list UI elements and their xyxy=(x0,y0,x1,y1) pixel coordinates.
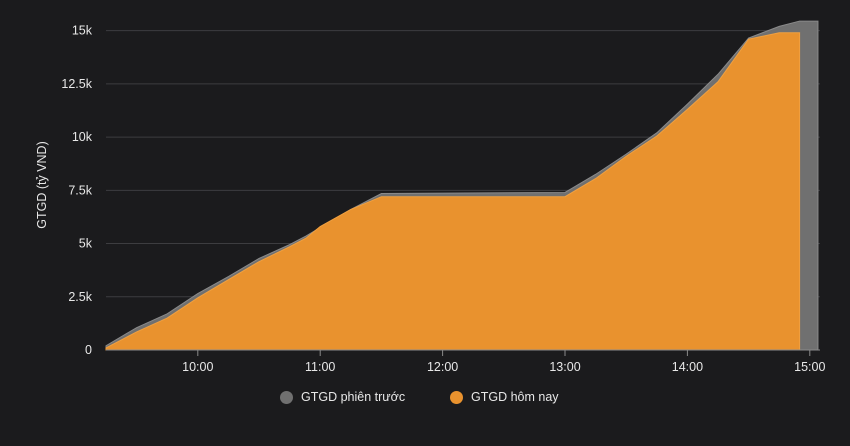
legend-label-today: GTGD hôm nay xyxy=(471,390,559,404)
x-tick-label: 15:00 xyxy=(794,360,825,374)
legend-marker-previous-session xyxy=(280,390,293,404)
y-tick-label: 12.5k xyxy=(61,77,92,91)
x-tick-label: 11:00 xyxy=(305,360,335,374)
y-axis-title: GTGD (tỷ VND) xyxy=(35,141,49,229)
legend-marker-today xyxy=(450,390,463,404)
area-today xyxy=(105,32,801,351)
y-tick-label: 15k xyxy=(72,24,93,38)
x-tick-label: 13:00 xyxy=(549,360,580,374)
y-tick-label: 10k xyxy=(72,130,93,144)
y-tick-label: 7.5k xyxy=(68,183,92,197)
legend-item-today[interactable]: GTGD hôm nay xyxy=(450,390,559,404)
legend-item-previous-session[interactable]: GTGD phiên trước xyxy=(280,390,405,404)
legend: GTGD phiên trước GTGD hôm nay xyxy=(0,390,850,414)
x-tick-label: 10:00 xyxy=(182,360,213,374)
x-tick-label: 12:00 xyxy=(427,360,458,374)
legend-label-previous-session: GTGD phiên trước xyxy=(301,390,406,404)
x-tick-label: 14:00 xyxy=(672,360,703,374)
y-tick-label: 5k xyxy=(79,237,93,251)
y-tick-label: 2.5k xyxy=(68,290,92,304)
y-tick-label: 0 xyxy=(85,343,92,357)
